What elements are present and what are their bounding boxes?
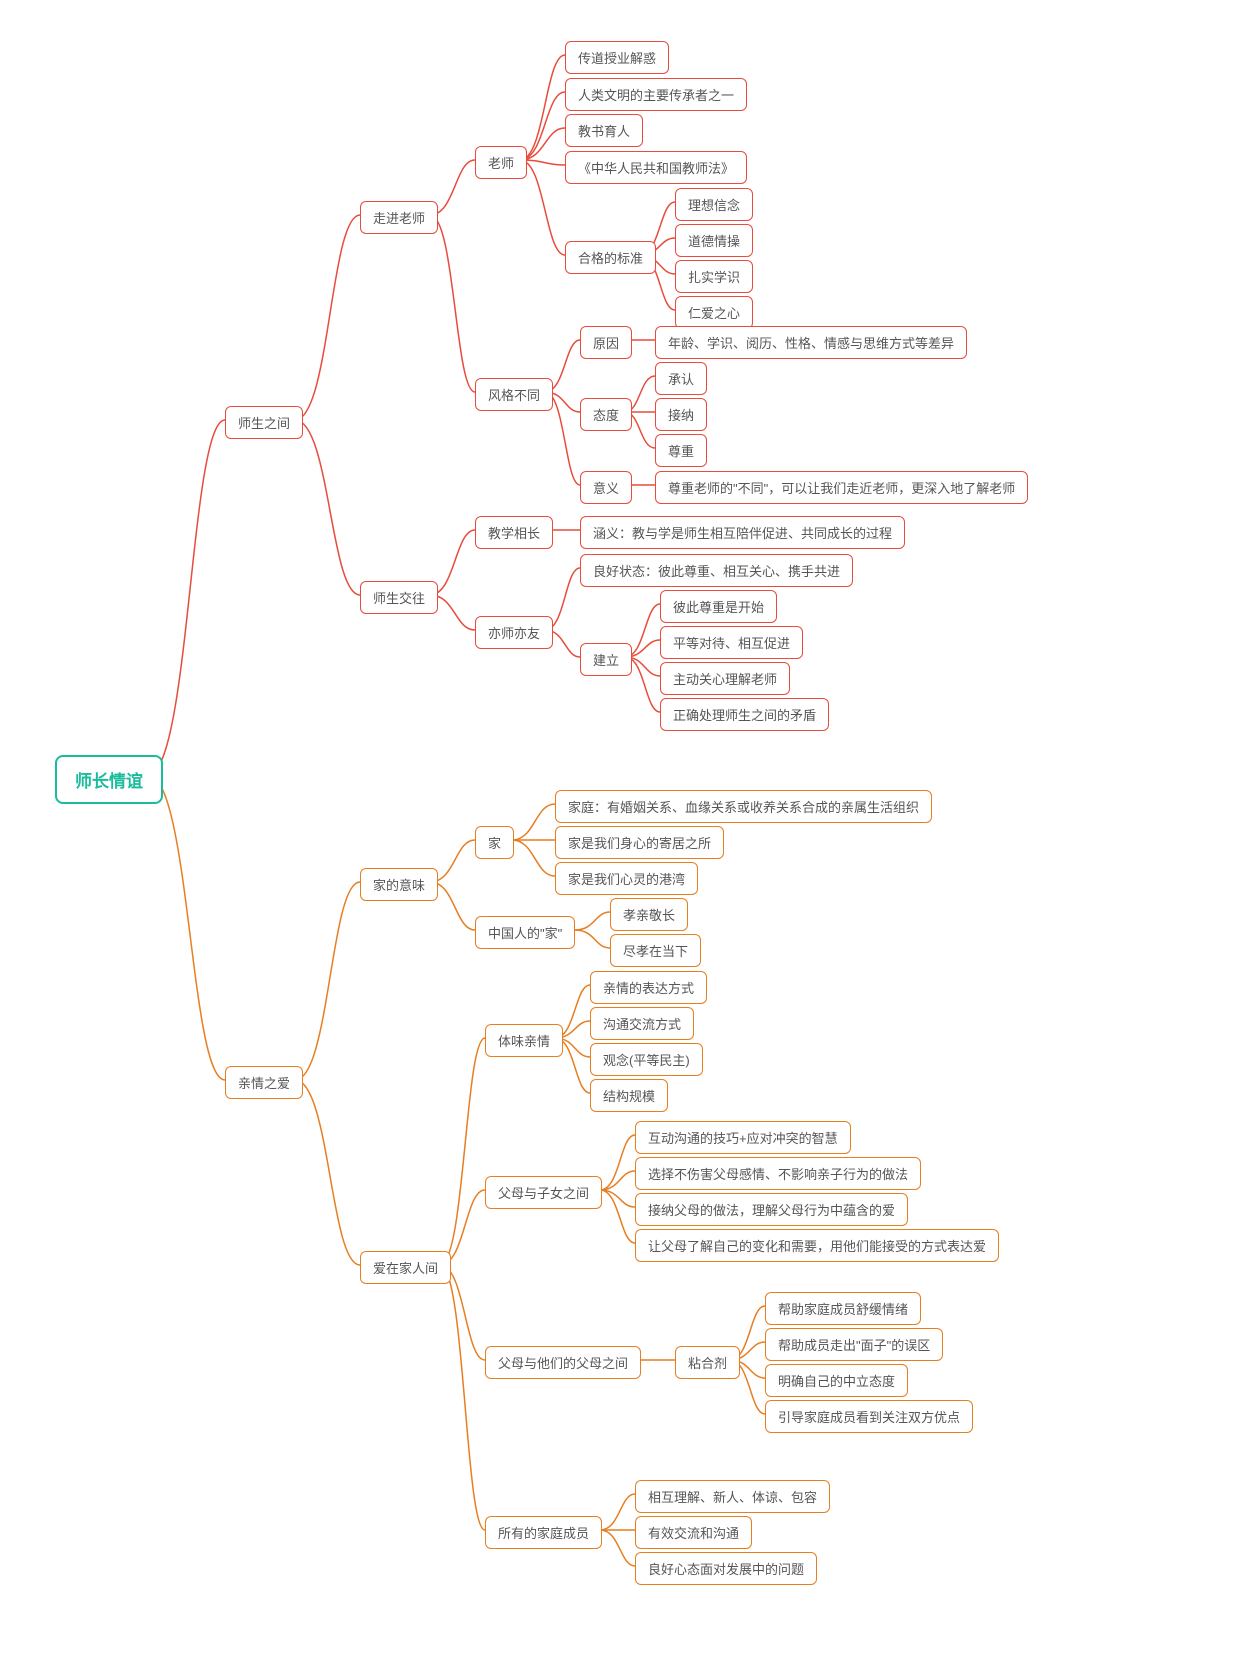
node-b1c1d2e2: 态度: [580, 398, 632, 431]
node-b2c2d1: 体味亲情: [485, 1024, 563, 1057]
node-b2c1d2: 中国人的"家": [475, 916, 575, 949]
leaf: 正确处理师生之间的矛盾: [660, 698, 829, 731]
leaf: 接纳父母的做法，理解父母行为中蕴含的爱: [635, 1193, 908, 1226]
node-b2c2: 爱在家人间: [360, 1251, 451, 1284]
node-b2c1d1: 家: [475, 826, 514, 859]
leaf: 良好心态面对发展中的问题: [635, 1552, 817, 1585]
node-b1c2d2: 亦师亦友: [475, 616, 553, 649]
leaf: 道德情操: [675, 224, 753, 257]
leaf: 《中华人民共和国教师法》: [565, 151, 747, 184]
leaf: 相互理解、新人、体谅、包容: [635, 1480, 830, 1513]
node-b2c2d3e1: 粘合剂: [675, 1346, 740, 1379]
leaf: 尊重: [655, 434, 707, 467]
node-b1c2d1: 教学相长: [475, 516, 553, 549]
node-b2: 亲情之爱: [225, 1066, 303, 1099]
node-b1c2: 师生交往: [360, 581, 438, 614]
leaf: 家是我们心灵的港湾: [555, 862, 698, 895]
leaf: 有效交流和沟通: [635, 1516, 752, 1549]
node-b1c1d2e3: 意义: [580, 471, 632, 504]
node-b2c1: 家的意味: [360, 868, 438, 901]
node-b2c2d2: 父母与子女之间: [485, 1176, 602, 1209]
node-b1c1d1: 老师: [475, 146, 527, 179]
node-b1c1d2: 风格不同: [475, 378, 553, 411]
leaf: 尽孝在当下: [610, 934, 701, 967]
leaf: 沟通交流方式: [590, 1007, 694, 1040]
node-b1: 师生之间: [225, 406, 303, 439]
leaf: 让父母了解自己的变化和需要，用他们能接受的方式表达爱: [635, 1229, 999, 1262]
leaf: 明确自己的中立态度: [765, 1364, 908, 1397]
leaf: 结构规模: [590, 1079, 668, 1112]
root-node: 师长情谊: [55, 755, 163, 804]
leaf: 年龄、学识、阅历、性格、情感与思维方式等差异: [655, 326, 967, 359]
leaf: 亲情的表达方式: [590, 971, 707, 1004]
leaf: 家是我们身心的寄居之所: [555, 826, 724, 859]
leaf: 承认: [655, 362, 707, 395]
leaf: 平等对待、相互促进: [660, 626, 803, 659]
leaf: 彼此尊重是开始: [660, 590, 777, 623]
leaf: 帮助家庭成员舒缓情绪: [765, 1292, 921, 1325]
node-b1c2d2e2: 建立: [580, 643, 632, 676]
leaf: 选择不伤害父母感情、不影响亲子行为的做法: [635, 1157, 921, 1190]
node-b2c2d3: 父母与他们的父母之间: [485, 1346, 641, 1379]
mindmap-root: 师长情谊 师生之间 亲情之爱 走进老师 师生交往 老师 风格不同 传道授业解惑 …: [20, 20, 1220, 1640]
leaf: 良好状态：彼此尊重、相互关心、携手共进: [580, 554, 853, 587]
leaf: 尊重老师的"不同"，可以让我们走近老师，更深入地了解老师: [655, 471, 1028, 504]
leaf: 观念(平等民主): [590, 1043, 703, 1076]
node-b1c1d1e5: 合格的标准: [565, 241, 656, 274]
leaf: 互动沟通的技巧+应对冲突的智慧: [635, 1121, 851, 1154]
leaf: 传道授业解惑: [565, 41, 669, 74]
leaf: 扎实学识: [675, 260, 753, 293]
leaf: 人类文明的主要传承者之一: [565, 78, 747, 111]
leaf: 接纳: [655, 398, 707, 431]
node-b1c1d2e1: 原因: [580, 326, 632, 359]
leaf: 帮助成员走出"面子"的误区: [765, 1328, 943, 1361]
leaf: 理想信念: [675, 188, 753, 221]
node-b1c1: 走进老师: [360, 201, 438, 234]
leaf: 仁爱之心: [675, 296, 753, 329]
leaf: 家庭：有婚姻关系、血缘关系或收养关系合成的亲属生活组织: [555, 790, 932, 823]
node-b2c2d4: 所有的家庭成员: [485, 1516, 602, 1549]
leaf: 教书育人: [565, 114, 643, 147]
leaf: 孝亲敬长: [610, 898, 688, 931]
leaf: 引导家庭成员看到关注双方优点: [765, 1400, 973, 1433]
leaf: 涵义：教与学是师生相互陪伴促进、共同成长的过程: [580, 516, 905, 549]
leaf: 主动关心理解老师: [660, 662, 790, 695]
